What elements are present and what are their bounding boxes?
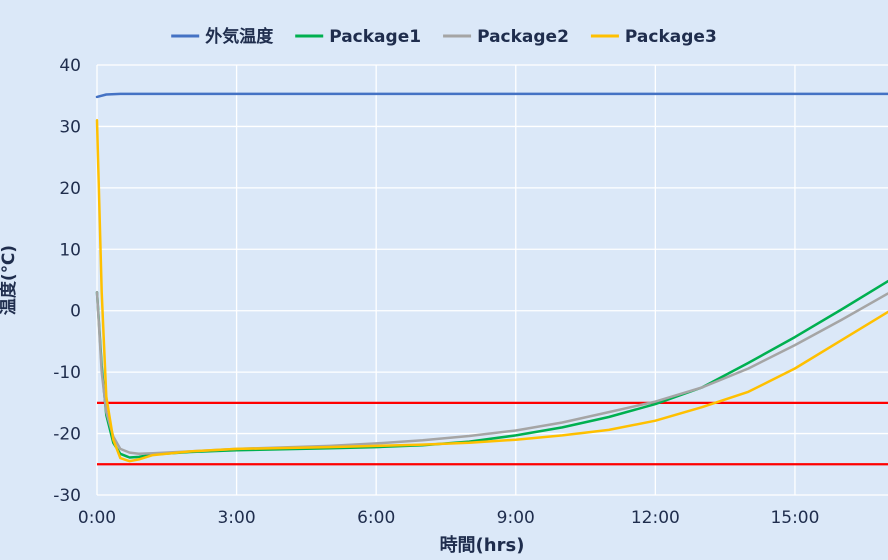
legend-label: Package2 [477, 27, 569, 47]
x-tick-label: 12:00 [631, 508, 680, 528]
x-tick-label: 9:00 [497, 508, 535, 528]
x-tick-label: 15:00 [770, 508, 819, 528]
x-tick-label: 3:00 [217, 508, 255, 528]
y-axis-label: 温度(℃) [0, 245, 19, 315]
legend: 外気温度 Package1 Package2 Package3 [171, 26, 717, 47]
reference-lines [97, 401, 888, 466]
y-tick-label: 40 [59, 56, 81, 76]
x-tick-label: 6:00 [357, 508, 395, 528]
y-tick-label: 30 [59, 117, 81, 137]
y-tick-label: -10 [53, 363, 81, 383]
series-line-外気温度 [95, 92, 888, 99]
series-layer [95, 92, 888, 463]
y-tick-label: -30 [53, 486, 81, 506]
legend-label: Package1 [329, 27, 421, 47]
x-axis-label: 時間(hrs) [440, 535, 525, 556]
y-tick-label: 0 [70, 302, 81, 322]
series-line-Package2 [95, 291, 888, 456]
y-tick-label: 20 [59, 179, 81, 199]
legend-label: 外気温度 [205, 26, 274, 47]
legend-label: Package3 [625, 27, 717, 47]
y-tick-label: -20 [53, 425, 81, 445]
axis-labels: 40 30 20 10 0 -10 -20 -300:00 3:00 6:00 9:00 12:00 1… [53, 56, 819, 528]
y-tick-label: 10 [59, 240, 81, 260]
x-tick-label: 0:00 [78, 508, 116, 528]
series-line-Package3 [95, 119, 888, 463]
grid-layer [96, 64, 888, 496]
